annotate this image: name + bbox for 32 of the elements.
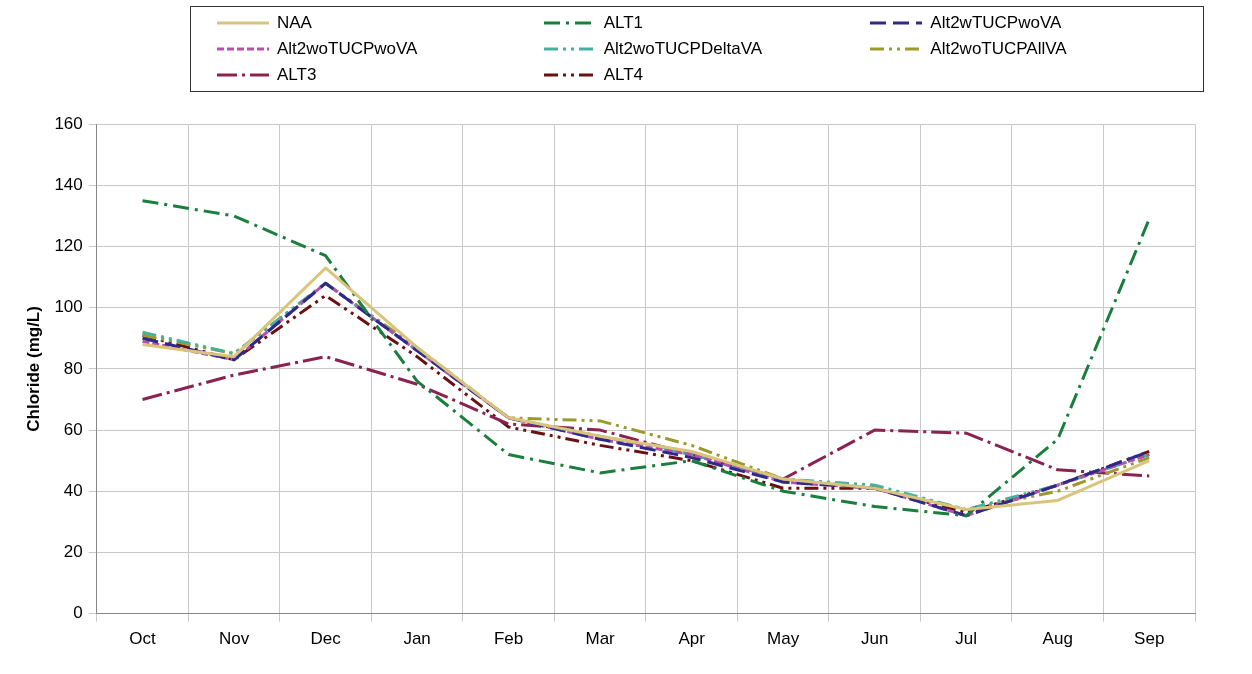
x-tick-label: May bbox=[767, 629, 800, 649]
x-tick-label: Jan bbox=[403, 629, 431, 649]
y-tick-label: 20 bbox=[63, 542, 83, 562]
y-axis-title: Chloride (mg/L) bbox=[23, 306, 43, 432]
x-tick-label: Jun bbox=[860, 629, 889, 649]
x-tick-label: Sep bbox=[1134, 629, 1165, 649]
legend-label: ALT4 bbox=[603, 65, 644, 85]
y-tick-label: 40 bbox=[63, 480, 83, 500]
y-tick-label: 60 bbox=[63, 419, 83, 439]
y-tick-label: 140 bbox=[54, 175, 83, 195]
legend-label: Alt2woTUCPAllVA bbox=[930, 39, 1067, 59]
legend-label: ALT3 bbox=[277, 65, 317, 85]
x-tick-label: Oct bbox=[129, 629, 157, 649]
x-tick-label: Apr bbox=[678, 629, 706, 649]
x-tick-label: Aug bbox=[1042, 629, 1073, 649]
legend-label: ALT1 bbox=[603, 13, 644, 33]
y-tick-label: 120 bbox=[54, 236, 83, 256]
x-tick-label: Feb bbox=[493, 629, 524, 649]
x-tick-label: Mar bbox=[585, 629, 616, 649]
legend-label: Alt2wTUCPwoVA bbox=[930, 13, 1062, 33]
x-tick-label: Jul bbox=[955, 629, 978, 649]
line-series bbox=[141, 199, 1151, 518]
y-tick-label: 100 bbox=[54, 297, 83, 317]
x-tick-label: Nov bbox=[218, 629, 250, 649]
legend-label: NAA bbox=[277, 13, 312, 33]
y-tick-label: 160 bbox=[54, 113, 83, 133]
legend-label: Alt2woTUCPwoVA bbox=[277, 39, 418, 59]
line-series bbox=[141, 355, 1151, 481]
legend-label: Alt2woTUCPDeltaVA bbox=[603, 39, 763, 59]
y-tick-label: 80 bbox=[63, 358, 83, 378]
x-tick-label: Dec bbox=[310, 629, 342, 649]
y-tick-label: 0 bbox=[73, 603, 83, 623]
